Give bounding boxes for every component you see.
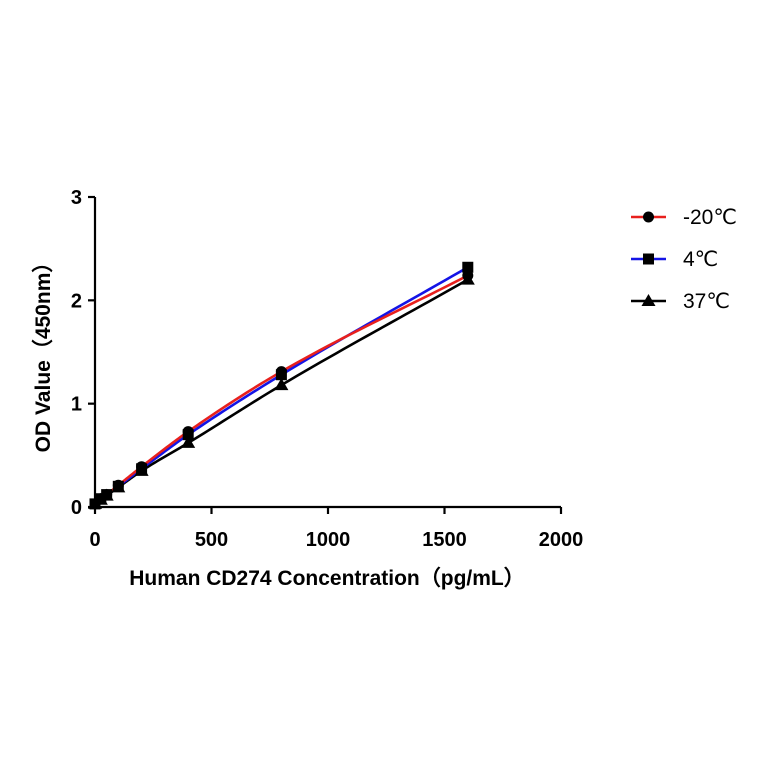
- data-point: [274, 378, 289, 391]
- axes: 0 500 1000 1500 2000 0 1 2 3: [71, 187, 583, 551]
- y-axis-title: OD Value（450nm）: [31, 252, 55, 453]
- y-tick-label: 0: [71, 497, 82, 519]
- data-point: [112, 479, 124, 491]
- x-axis-title: Human CD274 Concentration（pg/mL）: [129, 566, 525, 590]
- legend-item: 37℃: [631, 290, 730, 313]
- legend-marker: [641, 294, 656, 306]
- legend-label: 4℃: [683, 248, 718, 271]
- series-markers: [88, 261, 475, 510]
- legend-item: -20℃: [631, 206, 737, 229]
- series-line: [93, 278, 470, 506]
- data-point: [462, 261, 474, 273]
- legend-label: 37℃: [683, 290, 730, 313]
- data-point: [275, 366, 287, 378]
- y-tick-label: 1: [71, 394, 82, 416]
- data-point: [181, 435, 196, 448]
- legend-label: -20℃: [683, 206, 737, 229]
- data-point: [101, 489, 113, 501]
- data-point: [136, 461, 148, 473]
- x-tick-label: 0: [89, 529, 100, 551]
- data-point: [462, 270, 474, 282]
- x-tick-label: 1000: [306, 529, 351, 551]
- legend-item: 4℃: [631, 248, 718, 271]
- x-tick-label: 2000: [539, 529, 584, 551]
- legend: -20℃ 4℃ 37℃: [631, 206, 737, 313]
- legend-marker: [643, 253, 654, 265]
- legend-marker: [643, 211, 654, 223]
- data-point: [182, 426, 194, 438]
- y-tick-label: 3: [71, 187, 82, 209]
- y-tick-label: 2: [71, 290, 82, 312]
- x-tick-label: 1500: [422, 529, 467, 551]
- x-tick-label: 500: [195, 529, 228, 551]
